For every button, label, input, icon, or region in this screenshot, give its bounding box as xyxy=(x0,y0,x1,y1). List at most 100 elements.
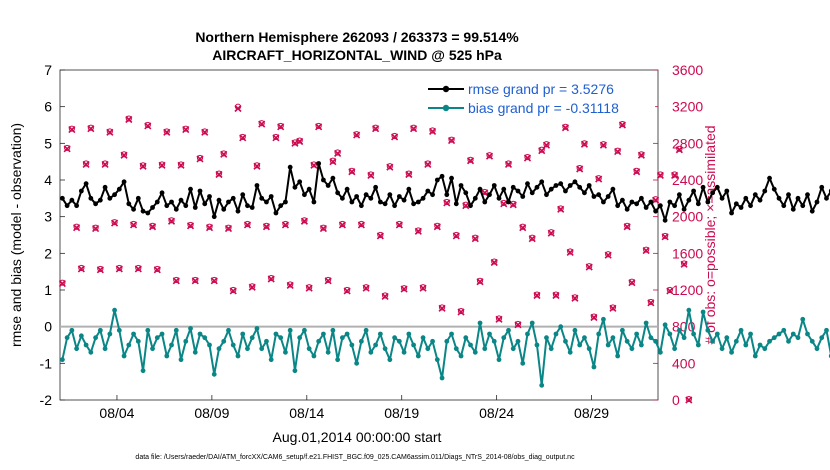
rmse-point xyxy=(586,183,592,188)
bias-point xyxy=(283,349,288,355)
obs-assimilated-marker xyxy=(504,160,513,168)
obs-assimilated-marker xyxy=(281,221,290,229)
obs-assimilated-stroke xyxy=(153,266,161,274)
obs-assimilated-marker xyxy=(205,224,214,232)
bias-point xyxy=(591,364,597,370)
bias-point xyxy=(724,335,730,341)
obs-assimilated-marker xyxy=(519,224,527,232)
obs-assimilated-marker xyxy=(675,146,683,154)
bias-point xyxy=(321,331,326,337)
obs-assimilated-stroke xyxy=(552,291,560,300)
obs-assimilated-marker xyxy=(628,279,636,287)
rmse-point xyxy=(373,184,379,190)
obs-possible-marker xyxy=(415,227,422,234)
obs-possible-marker xyxy=(277,122,284,130)
rmse-point xyxy=(620,197,625,203)
obs-assimilated-marker xyxy=(111,219,119,227)
obs-assimilated-marker xyxy=(186,222,195,230)
rmse-point xyxy=(520,194,526,199)
bias-point xyxy=(629,346,635,352)
bias-point xyxy=(349,342,355,348)
obs-assimilated-marker xyxy=(296,137,304,146)
rmse-point xyxy=(430,192,435,198)
bias-point xyxy=(449,331,454,337)
obs-assimilated-marker xyxy=(528,235,536,243)
obs-assimilated-stroke xyxy=(590,313,598,322)
bias-point xyxy=(705,327,711,333)
obs-assimilated-marker xyxy=(125,115,133,124)
obs-assimilated-stroke xyxy=(666,287,674,295)
obs-possible-marker xyxy=(244,220,251,228)
obs-possible-marker xyxy=(182,125,189,132)
bias-point xyxy=(453,346,459,352)
obs-possible-marker xyxy=(135,264,142,272)
bias-point xyxy=(762,346,768,352)
obs-possible-marker xyxy=(130,220,137,228)
obs-possible-marker xyxy=(495,315,503,322)
bias-point xyxy=(809,338,815,344)
obs-possible-marker xyxy=(505,160,512,167)
obs-assimilated-marker xyxy=(590,313,598,322)
obs-assimilated-stroke xyxy=(73,224,81,232)
obs-possible-marker xyxy=(614,147,621,154)
obs-assimilated-marker xyxy=(580,140,589,148)
bias-point xyxy=(382,346,388,352)
obs-assimilated-stroke xyxy=(685,396,693,404)
rmse-point xyxy=(306,186,312,192)
obs-possible-marker xyxy=(363,284,370,291)
left-tick-label: 0 xyxy=(44,319,52,335)
obs-assimilated-stroke xyxy=(599,141,607,149)
obs-assimilated-marker xyxy=(362,284,370,292)
rmse-point xyxy=(401,197,407,203)
obs-assimilated-stroke xyxy=(253,162,261,170)
bias-point xyxy=(667,331,673,337)
rmse-point xyxy=(202,201,208,207)
bias-point xyxy=(719,346,725,352)
bias-point xyxy=(814,346,820,352)
obs-possible-marker xyxy=(419,284,427,291)
obs-assimilated-marker xyxy=(490,258,498,267)
rmse-point xyxy=(339,195,345,201)
x-tick-label: 08/19 xyxy=(384,405,419,421)
bias-point xyxy=(306,346,312,352)
right-tick-label: 2000 xyxy=(672,209,703,225)
plot-content xyxy=(58,103,830,404)
obs-possible-marker xyxy=(325,276,332,284)
bias-point xyxy=(387,357,393,363)
left-tick-label: 3 xyxy=(44,209,52,225)
obs-assimilated-stroke xyxy=(68,126,76,134)
rmse-point xyxy=(192,205,198,210)
bias-point xyxy=(686,307,692,313)
bias-point xyxy=(657,349,663,355)
obs-possible-marker xyxy=(548,229,555,236)
rmse-point xyxy=(425,188,431,194)
rmse-point xyxy=(453,201,459,207)
bias-point xyxy=(78,333,84,339)
bias-point xyxy=(150,346,155,352)
obs-assimilated-stroke xyxy=(623,223,631,231)
bias-point xyxy=(268,357,274,363)
obs-possible-marker xyxy=(590,313,598,320)
obs-assimilated-marker xyxy=(253,162,261,170)
right-tick-label: 400 xyxy=(672,355,696,371)
x-tick-label: 08/04 xyxy=(99,405,134,421)
obs-assimilated-stroke xyxy=(134,265,142,273)
rmse-point xyxy=(434,177,440,183)
rmse-point xyxy=(795,195,801,201)
bias-point xyxy=(553,331,559,337)
obs-possible-marker xyxy=(633,167,640,174)
rmse-point xyxy=(615,203,621,209)
rmse-point xyxy=(169,199,174,205)
obs-possible-marker xyxy=(211,276,218,284)
rmse-point xyxy=(667,199,673,205)
rmse-point xyxy=(790,206,796,212)
obs-assimilated-stroke xyxy=(647,299,655,307)
obs-possible-marker xyxy=(628,278,635,285)
rmse-point xyxy=(771,186,777,192)
bias-point xyxy=(368,349,374,355)
left-tick-label: -1 xyxy=(40,355,53,371)
bias-point xyxy=(539,382,545,388)
obs-assimilated-marker xyxy=(191,277,199,285)
rmse-point xyxy=(781,203,787,209)
